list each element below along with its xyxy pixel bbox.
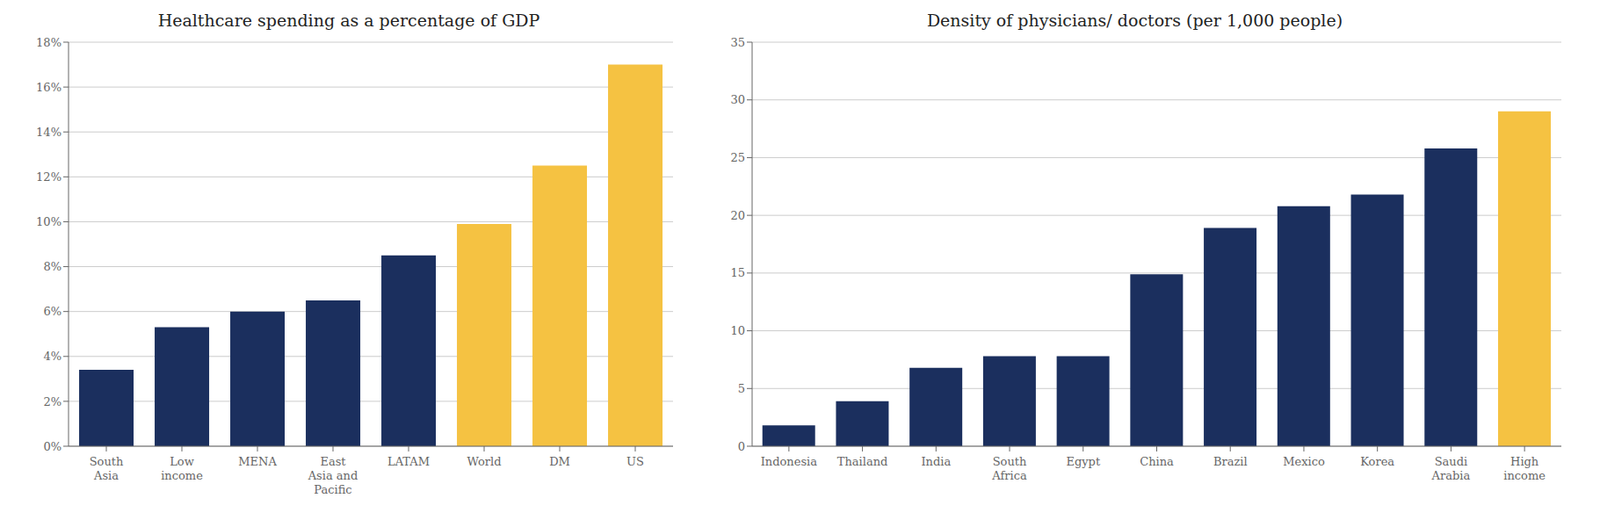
svg-text:16%: 16% bbox=[36, 80, 62, 95]
svg-text:15: 15 bbox=[730, 266, 746, 280]
svg-text:Indonesia: Indonesia bbox=[760, 455, 819, 469]
svg-text:India: India bbox=[920, 455, 951, 469]
svg-text:6%: 6% bbox=[43, 304, 62, 319]
svg-text:DM: DM bbox=[549, 455, 571, 469]
html-text:Healthcare spending as a perce: Healthcare spending as a percentage of G… bbox=[157, 10, 540, 30]
svg-text:5: 5 bbox=[738, 382, 746, 396]
svg-text:35: 35 bbox=[730, 36, 746, 50]
svg-text:Egypt: Egypt bbox=[1065, 455, 1101, 469]
svg-text:SouthAfrica: SouthAfrica bbox=[991, 455, 1028, 483]
svg-text:SouthAsia: SouthAsia bbox=[89, 455, 124, 483]
svg-text:2%: 2% bbox=[43, 395, 62, 409]
svg-text:World: World bbox=[467, 455, 502, 469]
svg-text:8%: 8% bbox=[43, 260, 62, 274]
svg-text:Korea: Korea bbox=[1360, 455, 1395, 469]
svg-text:0: 0 bbox=[738, 440, 746, 454]
svg-text:20: 20 bbox=[730, 209, 746, 223]
svg-text:Thailand: Thailand bbox=[837, 455, 889, 469]
svg-text:EastAsia andPacific: EastAsia andPacific bbox=[307, 455, 359, 497]
svg-text:China: China bbox=[1139, 455, 1174, 469]
svg-text:US: US bbox=[626, 455, 645, 469]
html-text:Density of physicians/ doctors: Density of physicians/ doctors (per 1,00… bbox=[926, 10, 1343, 30]
svg-text:30: 30 bbox=[730, 93, 746, 107]
svg-text:10: 10 bbox=[730, 324, 746, 338]
svg-text:Highincome: Highincome bbox=[1503, 455, 1546, 483]
svg-text:14%: 14% bbox=[36, 125, 62, 139]
svg-text:25: 25 bbox=[730, 151, 746, 165]
svg-text:Brazil: Brazil bbox=[1213, 455, 1248, 469]
svg-text:MENA: MENA bbox=[238, 455, 277, 469]
svg-text:10%: 10% bbox=[36, 215, 62, 229]
svg-text:12%: 12% bbox=[36, 170, 62, 184]
svg-text:Mexico: Mexico bbox=[1282, 455, 1325, 469]
svg-text:Lowincome: Lowincome bbox=[160, 455, 203, 483]
svg-text:0%: 0% bbox=[43, 440, 62, 454]
svg-text:SaudiArabia: SaudiArabia bbox=[1431, 455, 1471, 483]
svg-text:18%: 18% bbox=[36, 36, 62, 50]
svg-text:4%: 4% bbox=[43, 349, 62, 363]
svg-text:LATAM: LATAM bbox=[387, 455, 430, 469]
